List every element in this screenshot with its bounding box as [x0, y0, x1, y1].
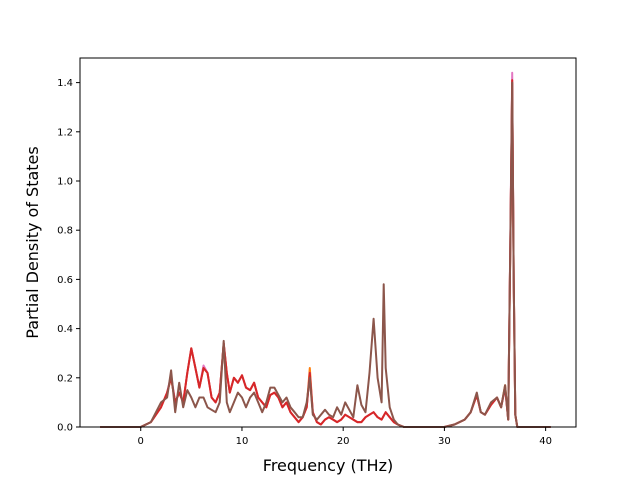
x-axis-label: Frequency (THz) — [263, 456, 393, 475]
y-tick-label-3: 0.6 — [57, 275, 73, 286]
series-line-2 — [100, 79, 551, 428]
series-line-0 — [100, 81, 551, 428]
y-axis-label: Partial Density of States — [23, 146, 42, 338]
y-tick-label-6: 1.2 — [57, 127, 73, 138]
series-line-1 — [100, 71, 551, 428]
y-tick-label-5: 1.0 — [57, 177, 73, 188]
x-tick-label-2: 20 — [337, 436, 350, 447]
x-tick-label-3: 30 — [438, 436, 451, 447]
plot-frame — [79, 57, 577, 428]
y-tick-label-2: 0.4 — [57, 324, 73, 335]
x-tick-label-0: 0 — [138, 436, 144, 447]
y-axis: 0.0 0.2 0.4 0.6 0.8 1.0 1.2 1.4 — [57, 78, 80, 434]
y-tick-label-4: 0.8 — [57, 226, 73, 237]
y-tick-label-0: 0.0 — [57, 423, 73, 434]
series-layer — [100, 71, 551, 428]
series-line-3 — [100, 81, 551, 428]
y-tick-label-1: 0.2 — [57, 373, 73, 384]
y-tick-label-7: 1.4 — [57, 78, 73, 89]
x-axis: 0 10 20 30 40 — [138, 427, 552, 447]
x-tick-label-4: 40 — [539, 436, 552, 447]
x-tick-label-1: 10 — [236, 436, 249, 447]
